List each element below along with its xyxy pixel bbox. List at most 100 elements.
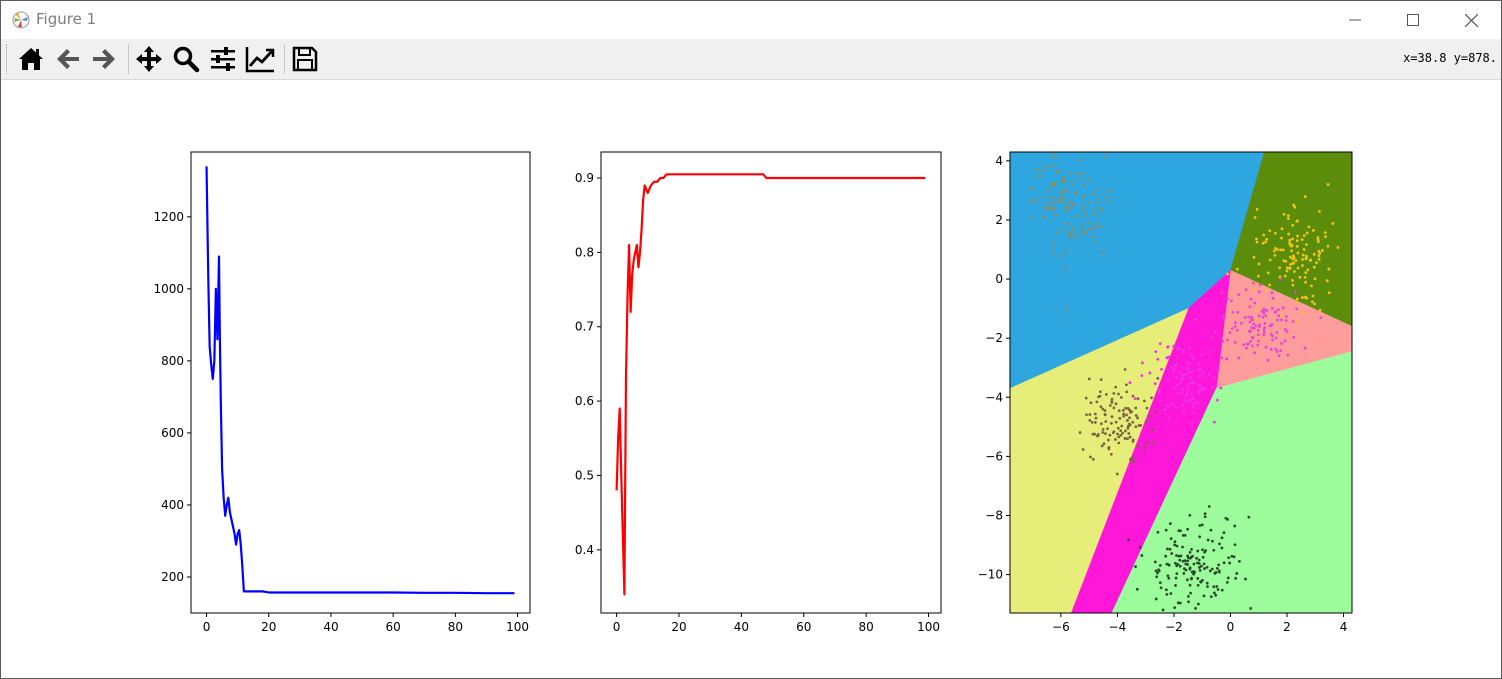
back-button[interactable] (52, 43, 84, 75)
scatter-point (1280, 227, 1284, 231)
scatter-point (1275, 350, 1279, 353)
scatter-point (1103, 155, 1107, 159)
scatter-point (1186, 554, 1190, 558)
scatter-point (1201, 374, 1205, 378)
scatter-point (1192, 381, 1196, 384)
scatter-point (1292, 336, 1296, 339)
scatter-point (1290, 249, 1294, 253)
scatter-point (1233, 325, 1237, 328)
scatter-point (1321, 249, 1324, 252)
pan-button[interactable] (133, 43, 165, 75)
scatter-point (1089, 401, 1093, 405)
scatter-point (1101, 251, 1105, 254)
forward-button[interactable] (88, 43, 120, 75)
scatter-point (1074, 190, 1077, 194)
scatter-point (1069, 172, 1072, 176)
scatter-point (1186, 360, 1190, 364)
scatter-point (1188, 513, 1192, 517)
floppy-disk-icon (292, 46, 318, 72)
scatter-point (1251, 326, 1255, 330)
scatter-point (1090, 420, 1094, 424)
scatter-point (1083, 209, 1087, 213)
scatter-point (1201, 548, 1204, 552)
scatter-point (1062, 176, 1066, 180)
figure-canvas[interactable]: 0 20 40 60 80 100 200 400 600 800 1000 1200 0 20 40 60 8… (1, 80, 1501, 678)
scatter-point (1052, 181, 1056, 185)
scatter-point (1153, 382, 1157, 386)
scatter-point (1119, 429, 1123, 433)
scatter-point (1258, 283, 1262, 287)
scatter-point (1150, 396, 1153, 400)
scatter-point (1366, 260, 1369, 263)
scatter-point (1084, 214, 1088, 217)
scatter-point (1282, 259, 1286, 263)
close-button[interactable] (1442, 1, 1500, 39)
scatter-point (1065, 190, 1069, 194)
scatter-point (1094, 416, 1098, 420)
scatter-point (1281, 306, 1285, 309)
y-tick-label: 0.8 (575, 245, 594, 259)
maximize-button[interactable] (1384, 1, 1442, 39)
scatter-point (1088, 227, 1091, 231)
scatter-point (1129, 410, 1132, 414)
scatter-point (1305, 243, 1308, 247)
scatter-point (1136, 416, 1139, 420)
scatter-point (1187, 600, 1190, 604)
scatter-point (1059, 180, 1063, 184)
scatter-point (1261, 315, 1265, 319)
scatter-point (1051, 246, 1055, 250)
scatter-point (1279, 349, 1283, 353)
scatter-point (1300, 311, 1304, 315)
scatter-point (1109, 452, 1113, 456)
scatter-point (1206, 585, 1209, 588)
scatter-point (1190, 392, 1194, 395)
scatter-point (1264, 314, 1268, 318)
scatter-point (1262, 307, 1266, 311)
scatter-point (1268, 324, 1272, 328)
scatter-point (1233, 340, 1237, 344)
save-button[interactable] (289, 43, 321, 75)
scatter-point (1052, 208, 1056, 212)
scatter-point (1277, 314, 1281, 318)
title-bar: Figure 1 (1, 1, 1501, 39)
scatter-point (1306, 268, 1310, 272)
scatter-point (1220, 356, 1224, 360)
configure-subplots-button[interactable] (207, 43, 239, 75)
scatter-point (1165, 592, 1169, 596)
scatter-point (1295, 239, 1299, 243)
scatter-point (1226, 272, 1230, 276)
scatter-point (1275, 331, 1279, 334)
scatter-point (1156, 376, 1160, 380)
plot-frame (190, 151, 531, 614)
scatter-point (1125, 413, 1128, 417)
scatter-point (1199, 580, 1203, 584)
scatter-point (1316, 236, 1320, 240)
scatter-point (1128, 435, 1132, 439)
zoom-button[interactable] (170, 43, 202, 75)
scatter-point (1108, 404, 1112, 407)
scatter-point (1199, 564, 1203, 568)
scatter-point (1131, 394, 1135, 398)
y-tick-label: −4 (985, 390, 1003, 404)
scatter-point (1212, 375, 1216, 379)
scatter-point (1304, 280, 1307, 284)
scatter-point (1275, 248, 1279, 251)
scatter-point (1180, 364, 1183, 368)
minimize-button[interactable] (1326, 1, 1384, 39)
scatter-point (1081, 448, 1085, 451)
scatter-point (1028, 198, 1032, 202)
scatter-point (1195, 561, 1199, 565)
scatter-point (1140, 554, 1144, 557)
scatter-point (1187, 370, 1191, 374)
scatter-point (1183, 372, 1187, 376)
scatter-point (1244, 577, 1247, 581)
move-arrows-icon (136, 46, 162, 72)
scatter-point (1308, 259, 1312, 262)
home-button[interactable] (15, 43, 47, 75)
scatter-point (1194, 318, 1197, 321)
x-tick-label: 0 (203, 620, 211, 634)
scatter-point (1253, 301, 1257, 305)
scatter-point (1257, 290, 1261, 294)
edit-axes-button[interactable] (244, 43, 276, 75)
scatter-point (1280, 318, 1283, 322)
